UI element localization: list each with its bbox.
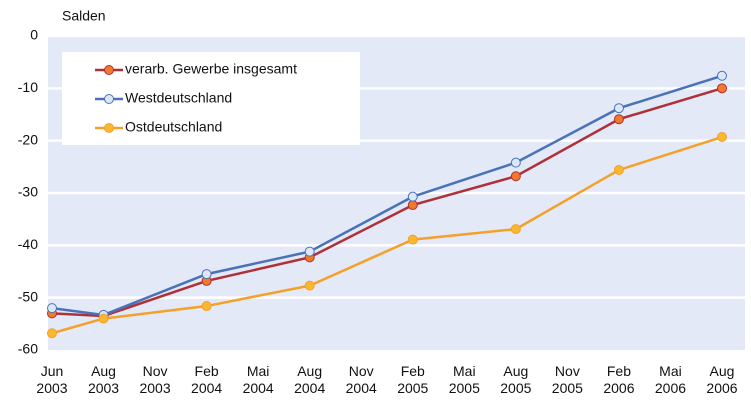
marker: [47, 303, 57, 314]
marker: [613, 114, 624, 125]
series-line: [51, 87, 723, 318]
legend-marker: [104, 123, 114, 133]
x-tick-label: Mai 2006: [655, 363, 686, 396]
y-tick-label: -30: [18, 184, 38, 200]
x-tick-label: Aug 2006: [706, 363, 737, 396]
y-tick-label: -20: [18, 131, 38, 147]
y-tick-label: -50: [18, 288, 38, 304]
marker: [613, 164, 624, 175]
x-tick-label: Aug 2004: [294, 363, 325, 396]
marker: [510, 157, 521, 168]
marker: [304, 280, 315, 291]
x-tick-label: Feb 2004: [191, 363, 222, 396]
x-tick-label: Nov 2004: [346, 363, 377, 396]
x-tick-label: Feb 2006: [603, 363, 634, 396]
y-tick-label: -10: [18, 79, 38, 95]
x-tick-label: Nov 2005: [552, 363, 583, 396]
y-tick-label: -60: [18, 341, 38, 357]
x-tick-label: Mai 2005: [449, 363, 480, 396]
x-tick-label: Mai 2004: [243, 363, 274, 396]
y-tick-label: 0: [30, 27, 38, 43]
marker: [201, 269, 212, 280]
y-axis-label: Salden: [62, 8, 106, 24]
legend-label: verarb. Gewerbe insgesamt: [125, 61, 297, 77]
y-tick-label: -40: [18, 236, 38, 252]
x-tick-label: Aug 2005: [500, 363, 531, 396]
x-tick-label: Nov 2003: [139, 363, 170, 396]
legend-label: Ostdeutschland: [125, 119, 222, 135]
x-tick-label: Jun 2003: [36, 363, 67, 396]
legend-marker: [104, 65, 114, 75]
x-tick-label: Feb 2005: [397, 363, 428, 396]
marker: [304, 246, 315, 257]
marker: [407, 234, 418, 245]
legend-marker: [104, 94, 114, 104]
legend-label: Westdeutschland: [125, 90, 232, 106]
marker: [98, 313, 109, 324]
marker: [717, 132, 727, 143]
x-tick-label: Aug 2003: [88, 363, 119, 396]
marker: [717, 83, 727, 94]
series-line: [51, 74, 723, 317]
marker: [47, 328, 57, 339]
series-line: [51, 135, 723, 335]
marker: [407, 191, 418, 202]
marker: [613, 103, 624, 114]
marker: [201, 301, 212, 312]
marker: [717, 70, 727, 81]
marker: [510, 171, 521, 182]
marker: [510, 224, 521, 235]
marker: [407, 200, 418, 211]
